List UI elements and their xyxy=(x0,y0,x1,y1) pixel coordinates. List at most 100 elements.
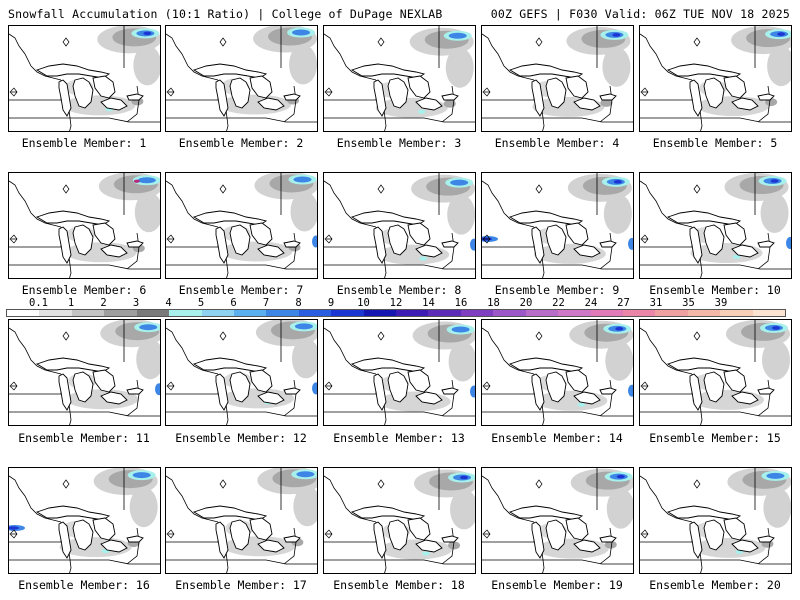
colorbar-tick-label: 6 xyxy=(230,297,237,309)
ensemble-member-label: Ensemble Member: 12 xyxy=(175,431,307,445)
colorbar-swatch xyxy=(363,310,397,316)
colorbar-swatch xyxy=(201,310,234,316)
ensemble-member-map xyxy=(481,172,634,279)
ensemble-member-label: Ensemble Member: 20 xyxy=(649,578,781,592)
colorbar-swatch xyxy=(460,310,494,316)
ensemble-member-label: Ensemble Member: 4 xyxy=(494,136,620,150)
colorbar-swatch xyxy=(493,310,526,316)
snowfall-map xyxy=(9,173,160,278)
snowfall-map xyxy=(9,468,160,573)
colorbar-tick-label: 0.1 xyxy=(29,297,48,309)
colorbar-swatch xyxy=(623,310,656,316)
colorbar-swatch xyxy=(169,310,202,316)
snowfall-map xyxy=(166,320,317,425)
colorbar-tick-label: 5 xyxy=(197,297,205,309)
snowfall-map xyxy=(482,468,633,573)
ensemble-member-label: Ensemble Member: 2 xyxy=(178,136,304,150)
colorbar-swatch xyxy=(752,310,786,316)
map-title: Snowfall Accumulation (10:1 Ratio) | Col… xyxy=(8,7,443,21)
colorbar-swatch xyxy=(525,310,559,316)
ensemble-member-map xyxy=(165,319,318,426)
snowfall-map xyxy=(482,26,633,131)
colorbar-tick-label: 10 xyxy=(357,297,370,309)
ensemble-member-label: Ensemble Member: 6 xyxy=(21,283,147,297)
ensemble-member-label: Ensemble Member: 11 xyxy=(18,431,150,445)
ensemble-member-label: Ensemble Member: 15 xyxy=(649,431,781,445)
colorbar-tick-label: 31 xyxy=(649,297,663,309)
colorbar-tick-label: 18 xyxy=(487,297,500,309)
ensemble-member-map xyxy=(323,172,476,279)
colorbar-tick-label: 3 xyxy=(132,297,140,309)
colorbar-tick-label: 39 xyxy=(714,297,728,309)
ensemble-member-map xyxy=(639,467,792,574)
ensemble-member-label: Ensemble Member: 9 xyxy=(494,283,620,297)
ensemble-member-map xyxy=(8,25,161,132)
colorbar-tick-label: 1 xyxy=(67,297,75,309)
snowfall-map xyxy=(9,26,160,131)
colorbar-tick-label: 12 xyxy=(389,297,403,309)
colorbar-swatch xyxy=(136,310,170,316)
snowfall-colorbar xyxy=(6,309,786,317)
colorbar-tick-label: 16 xyxy=(454,297,468,309)
ensemble-member-map xyxy=(165,172,318,279)
colorbar-tick-label: 7 xyxy=(262,297,270,309)
snowfall-map xyxy=(166,26,317,131)
colorbar-swatch xyxy=(233,310,267,316)
colorbar-swatch xyxy=(687,310,721,316)
snowfall-map xyxy=(324,468,475,573)
colorbar-swatch xyxy=(7,310,40,316)
snowfall-map xyxy=(640,320,791,425)
ensemble-member-label: Ensemble Member: 1 xyxy=(21,136,147,150)
ensemble-member-label: Ensemble Member: 10 xyxy=(649,283,781,297)
snowfall-map xyxy=(324,173,475,278)
ensemble-member-map xyxy=(639,172,792,279)
colorbar-swatch xyxy=(590,310,624,316)
colorbar-swatch xyxy=(655,310,688,316)
colorbar-swatch xyxy=(39,310,72,316)
colorbar-tick-label: 8 xyxy=(295,297,302,309)
colorbar-tick-label: 4 xyxy=(165,297,172,309)
colorbar-swatch xyxy=(720,310,753,316)
ensemble-member-map xyxy=(481,25,634,132)
snowfall-map xyxy=(166,173,317,278)
ensemble-member-map xyxy=(323,467,476,574)
colorbar-swatch xyxy=(298,310,332,316)
ensemble-member-map xyxy=(8,467,161,574)
colorbar-swatch xyxy=(266,310,299,316)
ensemble-member-label: Ensemble Member: 13 xyxy=(333,431,465,445)
ensemble-member-label: Ensemble Member: 16 xyxy=(18,578,150,592)
ensemble-member-label: Ensemble Member: 3 xyxy=(336,136,462,150)
ensemble-member-label: Ensemble Member: 7 xyxy=(178,283,304,297)
colorbar-tick-label: 20 xyxy=(519,297,533,309)
ensemble-member-label: Ensemble Member: 14 xyxy=(491,431,623,445)
ensemble-member-map xyxy=(639,25,792,132)
colorbar-tick-label: 14 xyxy=(422,297,435,309)
colorbar-swatch xyxy=(71,310,105,316)
snowfall-map xyxy=(324,320,475,425)
ensemble-member-map xyxy=(8,172,161,279)
colorbar-swatch xyxy=(331,310,364,316)
colorbar-tick-label: 9 xyxy=(327,297,335,309)
colorbar-swatch xyxy=(104,310,137,316)
snowfall-map xyxy=(640,173,791,278)
ensemble-member-map xyxy=(165,467,318,574)
ensemble-member-label: Ensemble Member: 17 xyxy=(175,578,307,592)
colorbar-tick-label: 24 xyxy=(584,297,598,309)
snowfall-map xyxy=(482,320,633,425)
ensemble-member-map xyxy=(323,319,476,426)
snowfall-map xyxy=(640,26,791,131)
snowfall-map xyxy=(640,468,791,573)
ensemble-member-map xyxy=(481,467,634,574)
snowfall-map xyxy=(9,320,160,425)
ensemble-member-label: Ensemble Member: 8 xyxy=(336,283,462,297)
ensemble-member-label: Ensemble Member: 5 xyxy=(652,136,778,150)
snowfall-map xyxy=(166,468,317,573)
colorbar-tick-label: 2 xyxy=(100,297,107,309)
ensemble-member-map xyxy=(323,25,476,132)
colorbar-swatch xyxy=(558,310,591,316)
colorbar-tick-label: 35 xyxy=(682,297,695,309)
ensemble-member-map xyxy=(165,25,318,132)
colorbar-swatch xyxy=(428,310,461,316)
snowfall-map xyxy=(324,26,475,131)
ensemble-member-map xyxy=(8,319,161,426)
